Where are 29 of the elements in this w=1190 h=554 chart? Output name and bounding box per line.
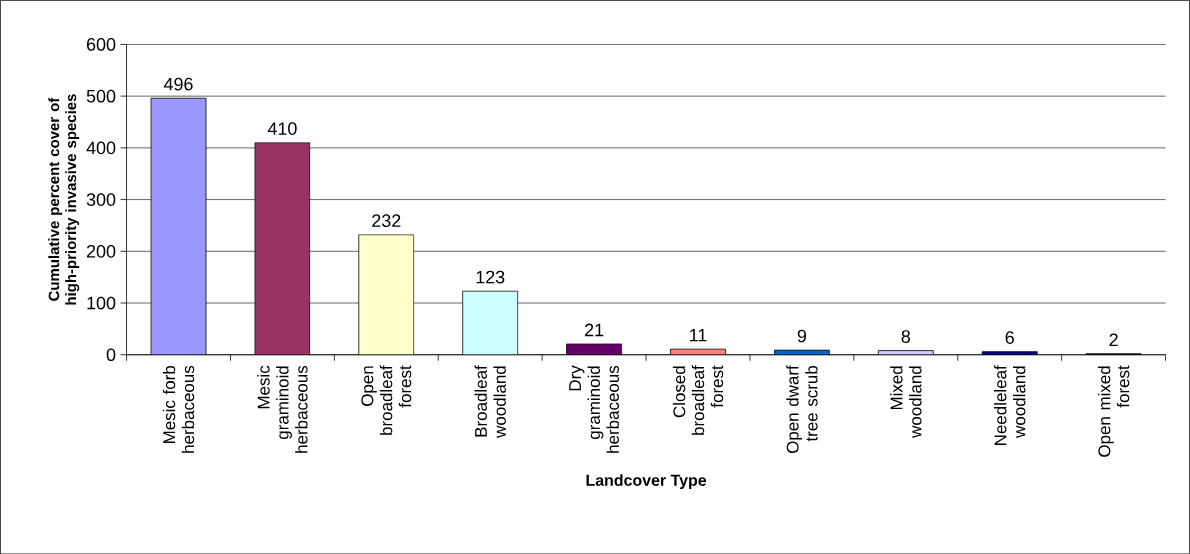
y-tick-label: 100 [87,296,116,310]
y-tick-label: 200 [86,244,116,258]
y-tick-label: 400 [86,141,116,155]
x-axis-title: Landcover Type [586,474,707,489]
x-tick-label: Broadleaf woodland [474,365,506,438]
x-tick-label: Mesic forb herbaceous [162,365,195,453]
data-label: 410 [267,122,297,135]
y-tick-label: 0 [106,348,116,361]
x-tick-label: Open mixed forest [1097,365,1130,457]
y-tick-label: 600 [86,37,116,51]
data-label: 9 [797,329,807,343]
x-tick-label: Mixed woodland [890,366,922,438]
x-tick-label: Open broadleaf forest [361,365,412,435]
data-label: 123 [476,270,505,284]
data-label: 496 [163,77,193,91]
y-tick-label: 500 [86,89,116,103]
x-tick-label: Mesic graminoid herbaceous [257,365,308,453]
y-tick-label: 300 [86,193,116,206]
data-label: 11 [690,328,707,342]
x-tick-label: Dry graminoid herbaceous [569,365,619,453]
data-label: 2 [1109,333,1118,346]
data-label: 21 [585,323,604,336]
x-tick-label: Closed broadleaf forest [672,365,724,435]
y-axis-title: Cumulative percent cover of high-priority invasive species [48,94,80,305]
data-label: 8 [901,329,911,343]
x-tick-label: Open dwarf tree scrub [786,365,818,453]
data-label: 232 [372,214,401,227]
x-tick-label: Needleleaf woodland [994,365,1026,445]
data-label: 6 [1005,331,1014,344]
